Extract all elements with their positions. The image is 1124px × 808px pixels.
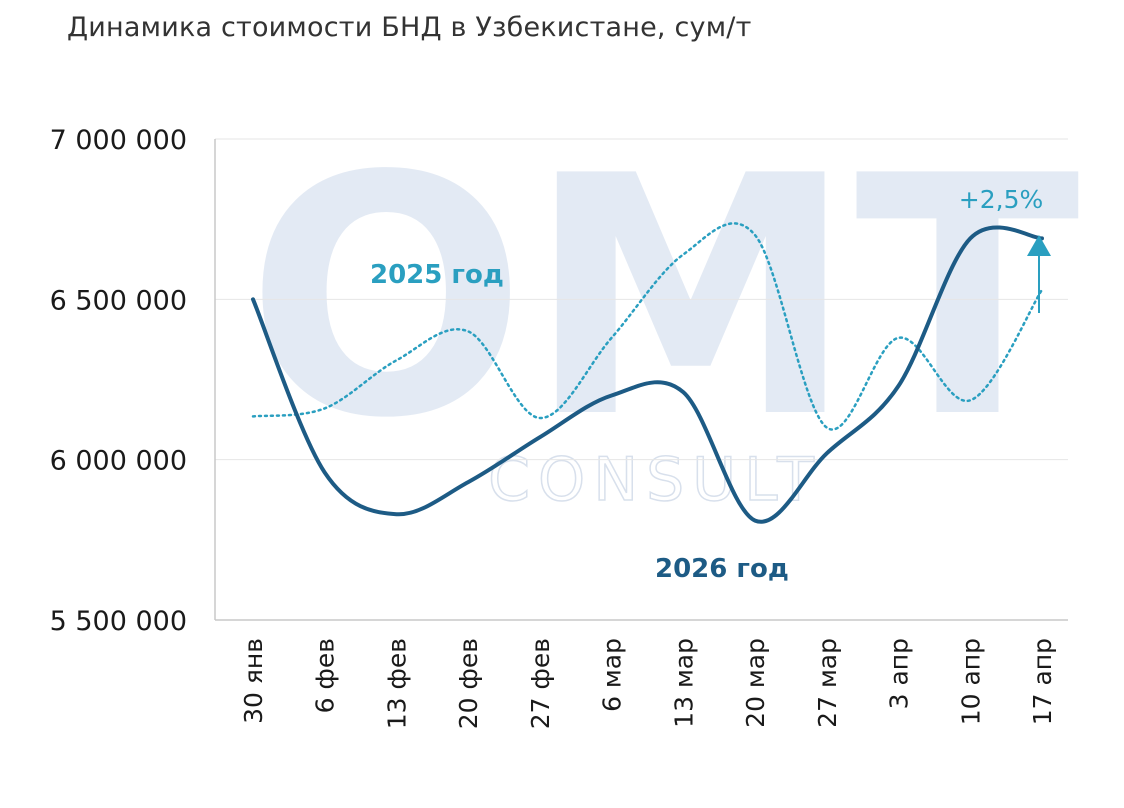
watermark-subtitle: CONSULT [488, 445, 822, 515]
watermark-logo: OMT [246, 106, 1082, 490]
x-tick-label: 13 фев [382, 638, 411, 729]
x-tick-label: 3 апр [885, 638, 914, 709]
change-annotation: +2,5% [959, 185, 1043, 214]
x-tick-label: 30 янв [239, 638, 268, 724]
chart-title: Динамика стоимости БНД в Узбекистане, су… [67, 12, 752, 43]
y-tick-label: 6 500 000 [50, 285, 187, 316]
y-tick-label: 7 000 000 [50, 125, 187, 156]
series-2025-line [251, 222, 1044, 431]
y-axis: 7 000 000 6 500 000 6 000 000 5 500 000 [50, 125, 216, 637]
series-group [251, 222, 1044, 524]
x-tick-label: 17 апр [1028, 638, 1057, 725]
x-tick-label: 27 мар [813, 638, 842, 728]
series-2026-line [251, 225, 1044, 524]
x-tick-label: 10 апр [956, 638, 985, 725]
arrow-up-icon [1027, 235, 1051, 256]
watermark: OMT CONSULT [246, 106, 1082, 516]
y-tick-label: 6 000 000 [50, 446, 187, 477]
y-tick-label: 5 500 000 [50, 606, 187, 637]
x-tick-label: 27 фев [526, 638, 555, 729]
x-axis: 30 янв 6 фев 13 фев 20 фев 27 фев 6 мар 13 мар… [215, 619, 1068, 729]
x-tick-label: 20 мар [741, 638, 770, 728]
labels-group: 2025 год 2026 год +2,5% [370, 185, 1051, 584]
series-2025-label: 2025 год [370, 260, 504, 290]
x-tick-label: 6 мар [598, 638, 627, 712]
x-tick-label: 13 мар [669, 638, 698, 728]
x-tick-label: 6 фев [311, 638, 340, 713]
x-tick-label: 20 фев [454, 638, 483, 729]
series-2026-label: 2026 год [655, 554, 789, 584]
